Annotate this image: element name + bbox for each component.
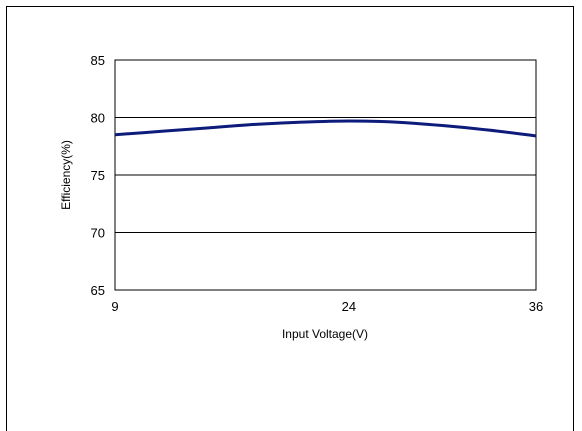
y-tick-label: 65: [91, 283, 105, 298]
y-tick-label: 75: [91, 168, 105, 183]
y-tick-labels: 65 70 75 80 85: [91, 53, 105, 298]
x-tick-label: 24: [342, 299, 356, 314]
x-tick-label: 9: [111, 299, 118, 314]
y-tick-label: 70: [91, 226, 105, 241]
grid-lines: [115, 117, 536, 233]
series-group: [114, 119, 537, 138]
x-axis-title: Input Voltage(V): [282, 327, 368, 341]
y-tick-label: 80: [91, 111, 105, 126]
y-axis-title: Efficiency(%): [59, 140, 73, 210]
y-tick-label: 85: [91, 53, 105, 68]
x-tick-labels: 9 24 36: [111, 299, 543, 314]
series-line-0: [114, 119, 537, 138]
x-tick-label: 36: [529, 299, 543, 314]
